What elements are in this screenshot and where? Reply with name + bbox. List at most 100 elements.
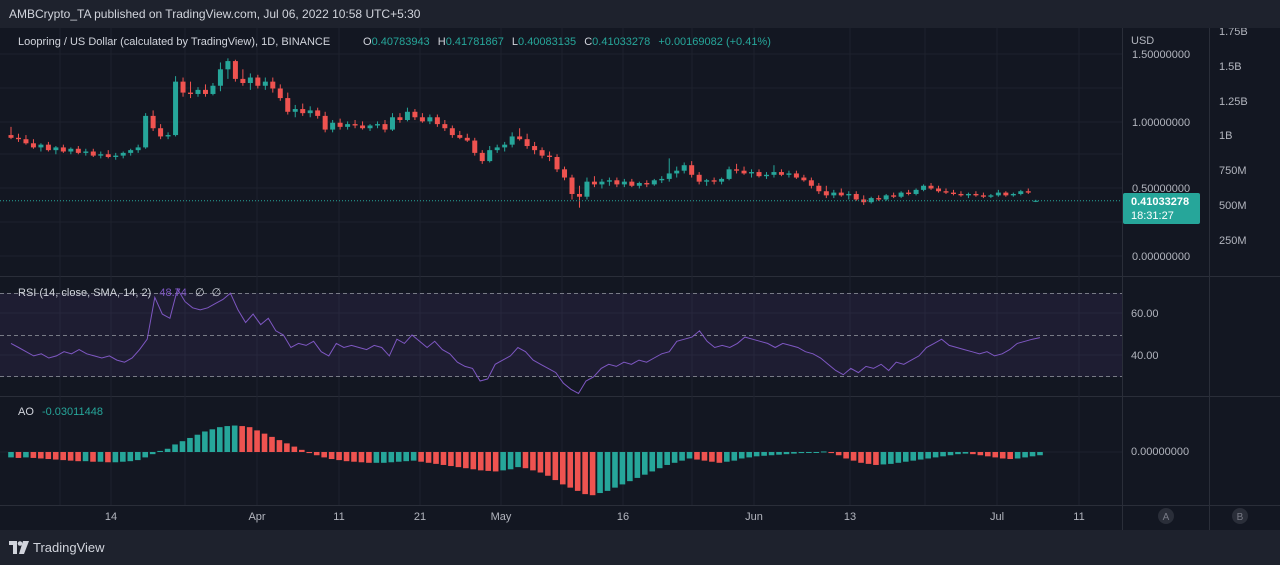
candle-body xyxy=(898,192,904,197)
candle-body xyxy=(921,185,927,190)
candle-body xyxy=(135,147,141,151)
rsi-extra1: ∅ xyxy=(195,287,205,299)
grid-lines xyxy=(0,28,1122,505)
candle-body xyxy=(524,139,530,147)
candle-body xyxy=(719,178,725,182)
ao-bar xyxy=(142,452,149,458)
ao-bar xyxy=(492,452,499,472)
candle-body xyxy=(823,191,829,196)
candle-body xyxy=(846,193,852,196)
ao-bar xyxy=(746,452,752,458)
ao-bar xyxy=(15,452,22,458)
ao-bar xyxy=(537,452,544,473)
candle-body xyxy=(726,169,732,179)
ao-value: -0.03011448 xyxy=(42,406,103,418)
volume-axis-label: 1B xyxy=(1219,130,1232,142)
ao-bar xyxy=(470,452,477,470)
candle-body xyxy=(576,193,582,197)
candle-countdown: 18:31:27 xyxy=(1131,210,1174,222)
ao-bar xyxy=(761,452,767,456)
ao-bar xyxy=(679,452,685,461)
candle-body xyxy=(217,69,223,86)
price-axis-background xyxy=(1123,28,1209,505)
candle-body xyxy=(23,139,29,144)
ohlc-values: O0.40783943 H0.41781867 L0.40083135 C0.4… xyxy=(363,36,771,48)
rsi-legend[interactable]: RSI (14, close, SMA, 14, 2) 48.74 ∅ ∅ xyxy=(18,287,221,299)
ao-bar xyxy=(709,452,715,462)
ao-bar xyxy=(105,452,111,463)
ao-bar xyxy=(448,452,454,467)
rsi-line xyxy=(10,287,1041,395)
candle-body xyxy=(457,135,463,138)
ao-bar xyxy=(671,452,678,463)
rsi-extra2: ∅ xyxy=(212,287,222,299)
ao-bar xyxy=(187,437,193,452)
low-label: L xyxy=(512,36,518,48)
ao-bar xyxy=(351,452,357,462)
ao-bar xyxy=(955,452,961,455)
ao-bar xyxy=(284,443,290,452)
candle-body xyxy=(434,117,440,125)
ao-bar xyxy=(806,452,812,453)
candle-body xyxy=(494,147,500,151)
candle-body xyxy=(262,81,268,86)
tradingview-logo[interactable]: TradingView xyxy=(9,540,105,555)
rsi-axis-label: 40.00 xyxy=(1131,350,1159,362)
last-price-badge xyxy=(1123,193,1200,224)
ao-bar xyxy=(828,452,835,454)
candle-body xyxy=(936,188,942,192)
candle-body xyxy=(584,181,590,197)
candle-body xyxy=(965,193,971,196)
ao-bar xyxy=(172,444,178,452)
ao-legend[interactable]: AO -0.03011448 xyxy=(18,406,103,418)
ao-bar xyxy=(940,452,946,457)
ao-bar xyxy=(30,452,37,458)
ao-bar xyxy=(194,434,201,452)
ao-bar xyxy=(157,450,163,452)
symbol-title[interactable]: Loopring / US Dollar (calculated by Trad… xyxy=(18,36,330,48)
time-axis-label: 21 xyxy=(414,511,426,523)
ao-bar xyxy=(798,452,805,454)
ao-bar xyxy=(910,452,917,461)
ao-bar xyxy=(597,452,603,494)
ao-bar xyxy=(865,452,872,464)
volume-axis-label: 1.5B xyxy=(1219,61,1242,73)
candle-body xyxy=(853,193,859,200)
ao-bar xyxy=(463,452,469,469)
candle-body xyxy=(45,144,51,151)
candle-body xyxy=(502,144,508,148)
tradingview-logo-icon xyxy=(9,541,29,554)
auto-scale-button[interactable]: A xyxy=(1158,508,1174,524)
ao-bar xyxy=(843,452,849,459)
candle-body xyxy=(606,180,612,182)
ao-bar xyxy=(902,452,909,462)
ao-bar xyxy=(381,452,387,463)
volume-axis-label: 500M xyxy=(1219,200,1247,212)
ao-bar xyxy=(559,452,566,485)
candle-body xyxy=(868,198,874,203)
ao-bar xyxy=(485,452,492,471)
ao-bar xyxy=(768,452,775,456)
candle-body xyxy=(105,154,111,157)
ao-bar xyxy=(850,452,857,461)
b-scale-button[interactable]: B xyxy=(1232,508,1248,524)
open-value: 0.40783943 xyxy=(372,36,430,48)
candle-body xyxy=(337,122,343,127)
candle-body xyxy=(367,125,373,129)
candle-body xyxy=(816,185,822,192)
time-axis-label: Apr xyxy=(248,511,265,523)
plot-background xyxy=(0,28,1122,505)
rsi-value: 48.74 xyxy=(159,287,187,299)
candle-body xyxy=(68,148,74,152)
candle-body xyxy=(270,81,276,89)
ao-bar xyxy=(38,452,44,459)
candle-body xyxy=(793,173,799,178)
candle-body xyxy=(988,195,994,197)
ao-bar xyxy=(224,426,231,452)
candle-body xyxy=(240,78,246,84)
candle-body xyxy=(285,98,291,112)
chart-area[interactable]: Loopring / US Dollar (calculated by Trad… xyxy=(0,28,1280,530)
ao-bar xyxy=(246,427,253,452)
ao-bar xyxy=(1022,452,1028,458)
ao-bar xyxy=(530,452,536,471)
